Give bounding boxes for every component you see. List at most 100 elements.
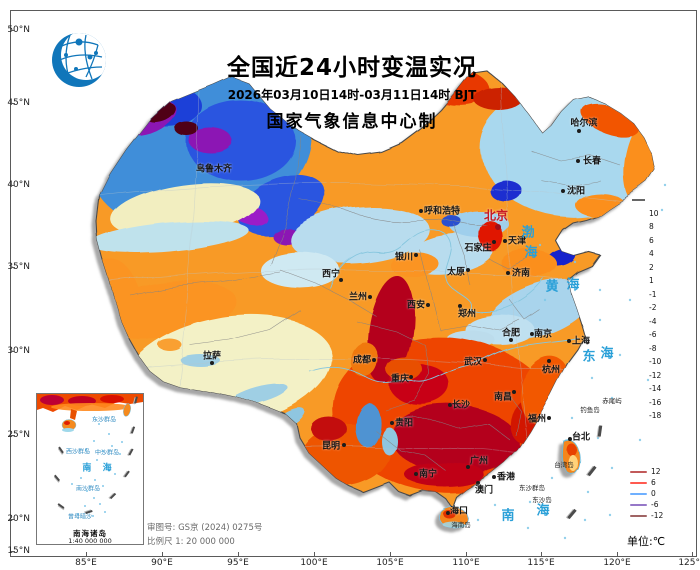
lon-tick: [390, 552, 391, 556]
lat-tick-label: 30°N: [7, 346, 30, 356]
lon-tick-label: 95°E: [227, 558, 249, 568]
city-label: 石家庄: [464, 243, 492, 254]
colorbar-value: 1: [649, 276, 654, 285]
city-marker: [426, 303, 430, 307]
colorbar-value: -4: [649, 316, 657, 326]
city-marker: [448, 403, 452, 407]
inset-art: [37, 394, 143, 517]
city-label: 拉萨: [202, 351, 222, 362]
city-marker: [577, 129, 581, 133]
sea-label: 海: [536, 503, 550, 519]
city-label: 南宁: [418, 469, 438, 480]
sea-label: 渤: [521, 225, 535, 241]
city-label: 合肥: [501, 328, 521, 339]
city-label: 西宁: [321, 269, 341, 280]
city-marker: [512, 390, 516, 394]
city-marker: [476, 481, 480, 485]
city-label: 杭州: [541, 365, 561, 376]
lon-tick: [692, 552, 693, 556]
inset-island-label: 中沙群岛: [94, 449, 120, 457]
city-marker: [568, 437, 572, 441]
lat-tick: [11, 551, 15, 552]
city-marker: [210, 361, 214, 365]
inset-island-label: 西沙群岛: [65, 448, 91, 456]
legend-line-swatch: [630, 492, 647, 495]
legend-value: 0: [651, 489, 656, 498]
time-range-subtitle: 2026年03月10日14时-03月11日14时 BJT: [227, 88, 477, 102]
lat-tick: [11, 351, 15, 352]
sea-label: 黄: [545, 279, 559, 295]
city-marker: [509, 338, 513, 342]
city-label: 沈阳: [566, 186, 586, 197]
lon-tick-label: 105°E: [376, 558, 404, 568]
lon-tick: [541, 552, 542, 556]
inset-sea-label: 南 海: [82, 463, 116, 474]
lon-tick: [238, 552, 239, 556]
city-label: 南京: [533, 329, 553, 340]
city-marker: [576, 159, 580, 163]
inset-island-label: 南沙群岛: [75, 485, 101, 493]
city-marker: [390, 421, 394, 425]
city-marker: [342, 443, 346, 447]
city-marker: [495, 224, 501, 230]
city-label: 长沙: [451, 400, 471, 411]
city-marker: [419, 209, 423, 213]
city-label: 武汉: [463, 357, 483, 368]
sea-label: 海: [524, 245, 538, 261]
legend-value: 6: [651, 478, 656, 487]
city-marker: [492, 475, 496, 479]
lat-tick-label: 50°N: [7, 25, 30, 35]
colorbar-value: -2: [649, 303, 657, 312]
city-label: 银川: [394, 252, 414, 263]
colorbar-value: -10: [649, 357, 662, 366]
lon-tick-label: 100°E: [300, 558, 328, 568]
city-marker: [530, 332, 534, 336]
lon-tick-label: 125°E: [678, 558, 700, 568]
lat-tick: [11, 519, 15, 520]
map-review-number: 审图号: GS京 (2024) 0275号: [147, 523, 263, 533]
rivers: [309, 229, 579, 385]
city-label: 郑州: [457, 309, 477, 320]
city-label: 长春: [582, 156, 602, 167]
city-label: 澳门: [474, 485, 494, 496]
sea-label: 东: [582, 349, 596, 365]
legend-line-swatch: [630, 514, 647, 517]
city-marker: [492, 240, 496, 244]
city-label: 济南: [511, 268, 531, 279]
lon-tick: [466, 552, 467, 556]
lat-tick-label: 20°N: [7, 514, 30, 524]
province-borders: [129, 134, 621, 471]
nmic-globe-logo: [46, 27, 112, 97]
sea-label: 海: [600, 346, 614, 362]
city-label: 福州: [527, 414, 547, 425]
city-marker: [414, 253, 418, 257]
map-header: 全国近24小时变温实况 2026年03月10日14时-03月11日14时 BJT…: [157, 48, 547, 132]
lat-tick-label: 15°N: [7, 546, 30, 556]
city-marker: [547, 359, 551, 363]
colorbar-value: -12: [649, 370, 662, 380]
city-label: 南昌: [493, 392, 513, 403]
legend-value: 12: [651, 467, 661, 476]
inset-island-label: 曾母暗沙: [67, 513, 93, 521]
city-marker: [458, 304, 462, 308]
city-label: 兰州: [348, 292, 368, 303]
lat-tick: [11, 185, 15, 186]
colorbar-value: 6: [649, 235, 654, 245]
city-label: 上海: [571, 336, 591, 347]
island-label: 东沙群岛: [519, 484, 545, 492]
map-scale: 比例尺 1: 20 000 000: [147, 537, 235, 547]
lon-tick: [86, 552, 87, 556]
lat-tick: [11, 267, 15, 268]
lon-tick-label: 110°E: [452, 558, 480, 568]
lat-tick-label: 45°N: [7, 98, 30, 108]
city-label: 贵阳: [394, 418, 414, 429]
lon-tick: [314, 552, 315, 556]
city-marker: [466, 465, 470, 469]
legend-row: -12: [630, 510, 694, 521]
legend-row: -6: [630, 499, 694, 510]
producer-credit: 国家气象信息中心制: [266, 112, 438, 132]
city-marker: [483, 358, 487, 362]
legend-line-swatch: [630, 503, 647, 506]
city-label: 西安: [406, 300, 426, 311]
